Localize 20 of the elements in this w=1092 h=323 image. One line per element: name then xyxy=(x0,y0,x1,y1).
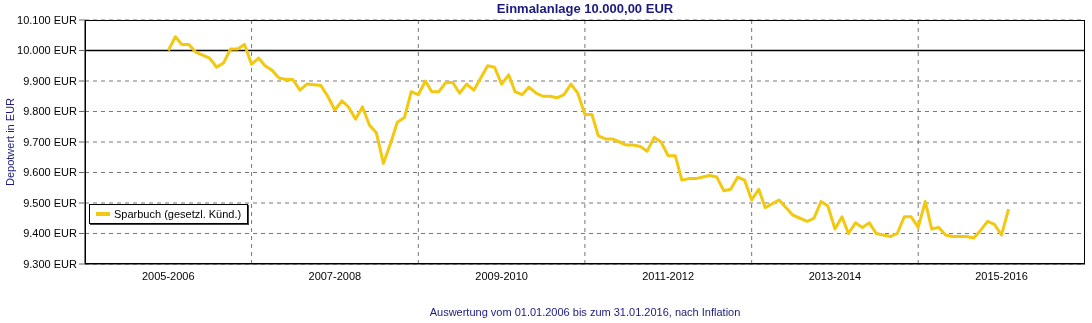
y-tick-label: 10.100 EUR xyxy=(17,13,78,26)
line-series xyxy=(166,35,1011,240)
x-tick-label: 2013-2014 xyxy=(808,269,862,282)
x-tick-label: 2007-2008 xyxy=(308,269,362,282)
legend-label: Sparbuch (gesetzl. Künd.) xyxy=(114,208,242,220)
y-tick-label: 9.700 EUR xyxy=(23,135,78,148)
y-tick-label: 9.500 EUR xyxy=(23,196,78,209)
y-tick-label: 9.300 EUR xyxy=(23,257,78,270)
y-tick-label: 9.800 EUR xyxy=(23,105,78,118)
x-tick-label: 2015-2016 xyxy=(975,269,1028,282)
y-tick-label: 10.000 EUR xyxy=(17,44,78,57)
y-tick-label: 9.600 EUR xyxy=(23,166,78,179)
text: Auswertung vom 01.01.2006 bis zum 31.01.2016, nach Inflation xyxy=(428,306,742,318)
chart-title: Einmalanlage 10.000,00 EUR xyxy=(495,1,675,16)
x-tick-label: 2005-2006 xyxy=(141,269,195,282)
x-tick-label: 2009-2010 xyxy=(475,269,528,282)
y-axis-title: Depotwert in EUR xyxy=(3,97,16,187)
x-tick-label: 2011-2012 xyxy=(642,269,695,282)
y-tick-label: 9.400 EUR xyxy=(23,227,78,240)
y-tick-label: 9.900 EUR xyxy=(23,74,78,87)
